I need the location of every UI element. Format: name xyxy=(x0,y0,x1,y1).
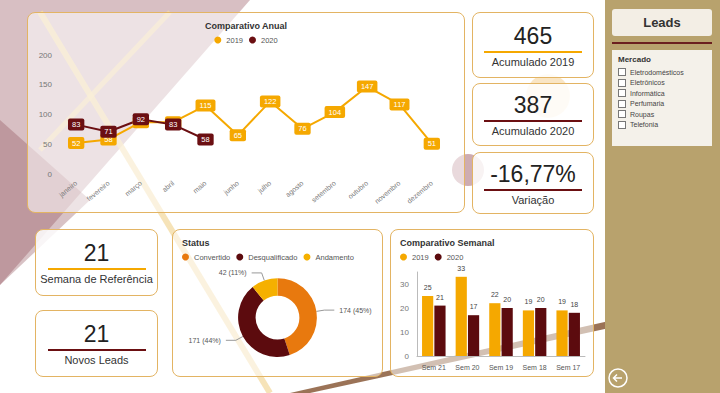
svg-text:20: 20 xyxy=(400,304,409,313)
html-text:Semana de Referência: Semana de Referência xyxy=(40,273,153,285)
svg-text:25: 25 xyxy=(424,284,432,291)
svg-text:10: 10 xyxy=(400,328,409,337)
svg-text:76: 76 xyxy=(298,124,306,133)
svg-text:setembro: setembro xyxy=(310,179,337,203)
svg-text:115: 115 xyxy=(200,101,212,110)
svg-text:20: 20 xyxy=(503,296,511,303)
html-text:21: 21 xyxy=(83,240,110,266)
svg-text:50: 50 xyxy=(43,140,52,149)
svg-text:Convertido: Convertido xyxy=(194,253,230,262)
svg-text:Sem 21: Sem 21 xyxy=(422,364,446,371)
svg-text:71: 71 xyxy=(104,127,112,136)
svg-text:100: 100 xyxy=(39,110,53,119)
svg-text:21: 21 xyxy=(436,294,444,301)
svg-text:março: março xyxy=(124,179,144,198)
html-text:465: 465 xyxy=(513,22,553,49)
svg-text:104: 104 xyxy=(329,108,342,117)
svg-text:outubro: outubro xyxy=(347,179,370,200)
svg-text:65: 65 xyxy=(234,131,242,140)
svg-text:Desqualificado: Desqualificado xyxy=(248,253,297,262)
html-text:Perfumaria: Perfumaria xyxy=(630,100,665,108)
html-text:387: 387 xyxy=(513,92,553,118)
html-text:Telefonia: Telefonia xyxy=(630,121,658,129)
svg-text:abril: abril xyxy=(161,179,176,193)
svg-text:200: 200 xyxy=(39,51,53,60)
html-text:Mercado: Mercado xyxy=(618,55,651,64)
svg-text:agosto: agosto xyxy=(284,179,305,199)
svg-text:0: 0 xyxy=(405,352,410,361)
svg-text:2020: 2020 xyxy=(261,36,278,45)
svg-text:30: 30 xyxy=(400,280,409,289)
svg-text:174 (45%): 174 (45%) xyxy=(339,307,371,315)
svg-text:Sem 17: Sem 17 xyxy=(556,364,580,371)
svg-text:83: 83 xyxy=(72,120,80,129)
html-text:-16,77%: -16,77% xyxy=(490,160,576,187)
svg-text:19: 19 xyxy=(558,298,566,305)
svg-text:17: 17 xyxy=(470,303,478,310)
html-text:Roupas: Roupas xyxy=(630,110,655,118)
html-text:21: 21 xyxy=(83,321,110,347)
svg-text:58: 58 xyxy=(201,135,209,144)
svg-text:52: 52 xyxy=(72,139,80,148)
svg-text:92: 92 xyxy=(137,115,145,124)
svg-text:Andamento: Andamento xyxy=(315,253,353,262)
svg-text:2020: 2020 xyxy=(447,253,464,262)
svg-text:Comparativo Semanal: Comparativo Semanal xyxy=(400,238,495,248)
svg-text:122: 122 xyxy=(264,97,277,106)
svg-text:147: 147 xyxy=(361,82,374,91)
svg-text:Comparativo Anual: Comparativo Anual xyxy=(205,21,287,31)
svg-text:33: 33 xyxy=(457,265,465,272)
svg-text:Sem 20: Sem 20 xyxy=(455,364,479,371)
html-text:Novos Leads: Novos Leads xyxy=(64,354,129,366)
svg-text:171 (44%): 171 (44%) xyxy=(189,337,221,345)
svg-text:janeiro: janeiro xyxy=(57,179,79,199)
svg-text:19: 19 xyxy=(525,298,533,305)
svg-text:22: 22 xyxy=(491,291,499,298)
svg-text:julho: julho xyxy=(256,179,273,195)
svg-text:42 (11%): 42 (11%) xyxy=(219,269,247,277)
svg-text:18: 18 xyxy=(570,301,578,308)
svg-text:20: 20 xyxy=(537,296,545,303)
html-text:Variação: Variação xyxy=(511,193,555,206)
svg-text:junho: junho xyxy=(222,179,241,197)
svg-text:51: 51 xyxy=(428,139,436,148)
html-text:Acumulado 2019: Acumulado 2019 xyxy=(491,55,575,68)
html-text:Leads: Leads xyxy=(643,15,681,30)
html-text:Informática: Informática xyxy=(630,89,665,97)
svg-text:Status: Status xyxy=(182,238,210,248)
svg-text:novembro: novembro xyxy=(373,179,401,204)
html-text:Eletrodomésticos: Eletrodomésticos xyxy=(630,68,684,76)
html-text:Eletrônicos: Eletrônicos xyxy=(630,79,665,87)
svg-text:83: 83 xyxy=(169,120,177,129)
html-text:Acumulado 2020: Acumulado 2020 xyxy=(491,125,575,137)
svg-text:0: 0 xyxy=(48,170,53,179)
svg-text:117: 117 xyxy=(394,100,406,109)
svg-text:58: 58 xyxy=(104,135,113,144)
svg-text:fevereiro: fevereiro xyxy=(85,179,110,202)
svg-text:Sem 19: Sem 19 xyxy=(489,364,513,371)
svg-text:2019: 2019 xyxy=(226,36,243,45)
svg-text:2019: 2019 xyxy=(412,253,429,262)
svg-text:Sem 18: Sem 18 xyxy=(523,364,547,371)
svg-text:maio: maio xyxy=(192,179,208,194)
svg-text:150: 150 xyxy=(39,80,53,89)
svg-text:dezembro: dezembro xyxy=(406,179,434,204)
